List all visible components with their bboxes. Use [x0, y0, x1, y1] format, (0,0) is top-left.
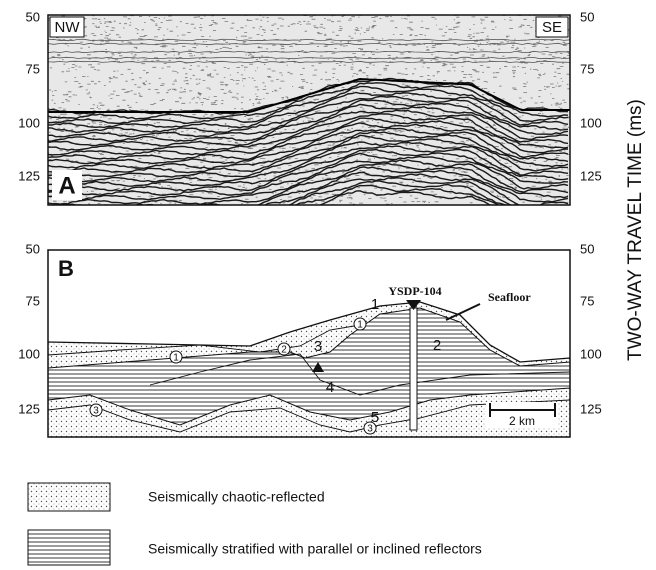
scale-label: 2 km	[509, 414, 535, 428]
circle	[363, 421, 377, 435]
se-tag: SE	[542, 19, 562, 36]
y-tick-label: 100	[18, 115, 40, 130]
y-tick-label: 125	[18, 168, 40, 183]
borehole-marker	[406, 300, 421, 310]
y-tick-label: 125	[18, 401, 40, 416]
panel-a-frame	[47, 14, 571, 206]
subunit-label: 2	[281, 345, 287, 356]
y-tick-label: 50	[26, 241, 40, 256]
legend-swatch-chaotic	[27, 482, 111, 512]
unit-label: 3	[314, 338, 322, 355]
panel-b-label: B	[58, 256, 74, 281]
subunit-label: 1	[357, 320, 363, 331]
y-tick-label: 75	[580, 293, 594, 308]
y-tick-label: 50	[580, 241, 594, 256]
seismic-image	[48, 15, 570, 205]
legend-swatch-stratified	[27, 529, 111, 566]
panel-b-frame	[47, 249, 571, 438]
horizon-line	[149, 353, 571, 396]
tag-box	[535, 16, 569, 38]
leader-line	[445, 303, 481, 321]
panel-a-label: A	[58, 172, 75, 199]
circle	[277, 342, 291, 356]
borehole-label: YSDP-104	[388, 284, 441, 298]
y-tick-label: 100	[580, 115, 602, 130]
y-tick-label: 50	[580, 9, 594, 24]
circle	[169, 350, 183, 364]
scale-box	[486, 402, 558, 428]
legend-label: Seismically chaotic-reflected	[148, 489, 325, 505]
y-tick-label: 100	[18, 346, 40, 361]
nw-tag: NW	[55, 19, 81, 36]
legend-label: Seismically stratified with parallel or …	[148, 541, 482, 557]
seafloor-reflector	[48, 77, 570, 113]
water-multiple	[48, 38, 570, 64]
y-tick-label: 75	[580, 61, 594, 76]
y-tick-label: 75	[26, 293, 40, 308]
y-axis-label: TWO-WAY TRAVEL TIME (ms)	[625, 99, 646, 361]
circle	[89, 403, 103, 417]
seafloor-label: Seafloor	[488, 290, 531, 304]
unit-label: 1	[371, 296, 379, 313]
tag-box	[49, 16, 85, 38]
y-tick-label: 100	[580, 346, 602, 361]
y-tick-label: 75	[26, 61, 40, 76]
subunit-label: 3	[93, 406, 99, 417]
subunit-label: 1	[173, 353, 179, 364]
horizon-line	[47, 399, 571, 433]
borehole	[409, 307, 418, 431]
y-tick-label: 125	[580, 168, 602, 183]
label-box	[52, 170, 82, 200]
seafloor-line	[47, 301, 571, 363]
y-tick-label: 50	[26, 9, 40, 24]
y-tick-label: 125	[580, 401, 602, 416]
horizon-line	[47, 324, 361, 356]
unit-label: 4	[326, 379, 334, 396]
marker	[312, 362, 324, 372]
unit-label: 5	[371, 409, 379, 426]
unit-label: 2	[433, 337, 441, 354]
subunit-label: 3	[367, 424, 373, 435]
circle	[353, 317, 367, 331]
